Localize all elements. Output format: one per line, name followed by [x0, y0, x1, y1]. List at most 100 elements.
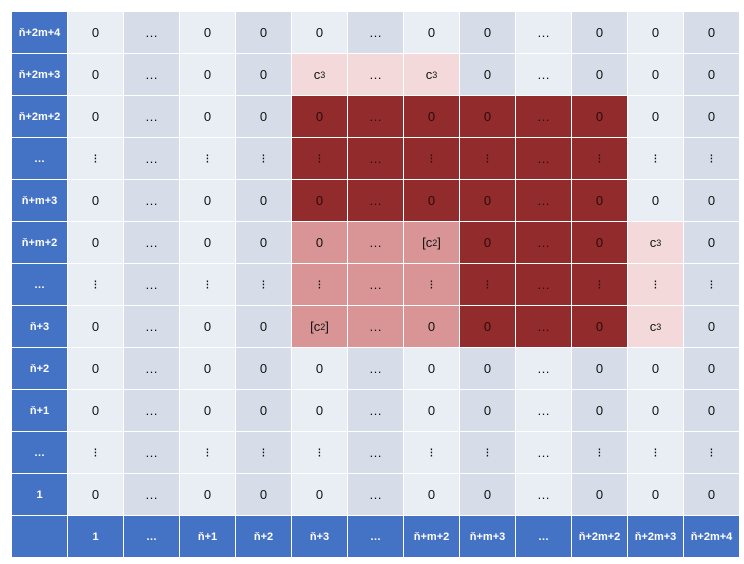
matrix-cell: ⁝ [68, 264, 124, 306]
row-label: 1 [12, 474, 68, 516]
matrix-cell: ⁝ [572, 138, 628, 180]
matrix-cell: 0 [180, 12, 236, 54]
matrix-cell: … [124, 222, 180, 264]
matrix-cell: … [516, 306, 572, 348]
matrix-cell: 0 [572, 348, 628, 390]
matrix-cell: ⁝ [684, 432, 740, 474]
matrix-cell: … [124, 432, 180, 474]
matrix-cell: [c 2] [292, 306, 348, 348]
matrix-cell: 0 [292, 474, 348, 516]
matrix-cell: 0 [68, 222, 124, 264]
row-label: … [12, 432, 68, 474]
matrix-cell: … [124, 390, 180, 432]
matrix-cell: ⁝ [236, 432, 292, 474]
matrix-cell: 0 [460, 222, 516, 264]
matrix-cell: 0 [68, 306, 124, 348]
matrix-cell: 0 [180, 222, 236, 264]
matrix-cell: ⁝ [628, 432, 684, 474]
matrix-cell: 0 [684, 54, 740, 96]
matrix-cell: … [348, 390, 404, 432]
matrix-cell: 0 [460, 306, 516, 348]
matrix-cell: 0 [180, 306, 236, 348]
matrix-cell: 0 [684, 390, 740, 432]
matrix-cell: 0 [460, 180, 516, 222]
matrix-cell: 0 [572, 474, 628, 516]
matrix-cell: … [516, 390, 572, 432]
matrix-cell: 0 [292, 96, 348, 138]
matrix-cell: 0 [236, 474, 292, 516]
row-label: ň+m+2 [12, 222, 68, 264]
matrix-cell: 0 [180, 54, 236, 96]
matrix-grid: ň+2m+4 0… 0 0 0… 0 0… 0 0 0 ň+2m+3 0… 0 0 c 3… c 3 0… 0 0 0 ň+… [12, 12, 740, 558]
matrix-cell: ⁝ [404, 432, 460, 474]
matrix-cell: 0 [404, 12, 460, 54]
matrix-cell: 0 [236, 180, 292, 222]
matrix-cell: ⁝ [572, 264, 628, 306]
matrix-cell: 0 [684, 222, 740, 264]
matrix-cell: 0 [292, 12, 348, 54]
matrix-cell: 0 [68, 390, 124, 432]
matrix-cell: 0 [628, 12, 684, 54]
row-label: ň+1 [12, 390, 68, 432]
matrix-cell: 0 [292, 222, 348, 264]
matrix-cell: 0 [460, 12, 516, 54]
matrix-cell: 0 [404, 390, 460, 432]
row-label: ň+2 [12, 348, 68, 390]
matrix-cell: 0 [68, 12, 124, 54]
matrix-cell: … [348, 12, 404, 54]
column-label: ň+3 [292, 516, 348, 558]
column-label: … [124, 516, 180, 558]
matrix-cell: 0 [572, 222, 628, 264]
matrix-cell: 0 [404, 180, 460, 222]
matrix-cell: … [348, 432, 404, 474]
matrix-cell: ⁝ [572, 432, 628, 474]
row-label: ň+m+3 [12, 180, 68, 222]
matrix-cell: ⁝ [236, 138, 292, 180]
matrix-cell: ⁝ [292, 432, 348, 474]
corner-cell [12, 516, 68, 558]
column-label: ň+1 [180, 516, 236, 558]
matrix-cell: … [124, 264, 180, 306]
matrix-cell: [c 2] [404, 222, 460, 264]
column-label: ň+2m+2 [572, 516, 628, 558]
matrix-cell: 0 [460, 474, 516, 516]
matrix-cell: 0 [628, 180, 684, 222]
row-label: ň+2m+2 [12, 96, 68, 138]
matrix-cell: 0 [236, 306, 292, 348]
matrix-cell: … [124, 138, 180, 180]
matrix-cell: 0 [180, 390, 236, 432]
row-label: ň+2m+4 [12, 12, 68, 54]
matrix-cell: ⁝ [460, 264, 516, 306]
matrix-cell: 0 [628, 54, 684, 96]
matrix-cell: 0 [572, 96, 628, 138]
matrix-cell: ⁝ [68, 138, 124, 180]
matrix-cell: 0 [180, 96, 236, 138]
matrix-cell: ⁝ [292, 138, 348, 180]
matrix-cell: … [124, 180, 180, 222]
matrix-cell: ⁝ [404, 264, 460, 306]
column-label: … [348, 516, 404, 558]
matrix-cell: ⁝ [180, 432, 236, 474]
matrix-cell: 0 [572, 12, 628, 54]
matrix-cell: 0 [180, 348, 236, 390]
matrix-cell: 0 [628, 474, 684, 516]
matrix-cell: 0 [68, 54, 124, 96]
matrix-cell: ⁝ [68, 432, 124, 474]
matrix-cell: … [124, 474, 180, 516]
matrix-cell: 0 [628, 348, 684, 390]
matrix-cell: ⁝ [628, 264, 684, 306]
matrix-cell: ⁝ [292, 264, 348, 306]
matrix-cell: 0 [684, 474, 740, 516]
matrix-cell: … [516, 12, 572, 54]
matrix-cell: 0 [180, 180, 236, 222]
matrix-cell: ⁝ [684, 264, 740, 306]
matrix-cell: 0 [404, 474, 460, 516]
matrix-cell: … [124, 54, 180, 96]
row-label: ň+2m+3 [12, 54, 68, 96]
matrix-cell: ⁝ [180, 138, 236, 180]
matrix-cell: ⁝ [628, 138, 684, 180]
matrix-cell: ⁝ [684, 138, 740, 180]
matrix-cell: 0 [236, 222, 292, 264]
